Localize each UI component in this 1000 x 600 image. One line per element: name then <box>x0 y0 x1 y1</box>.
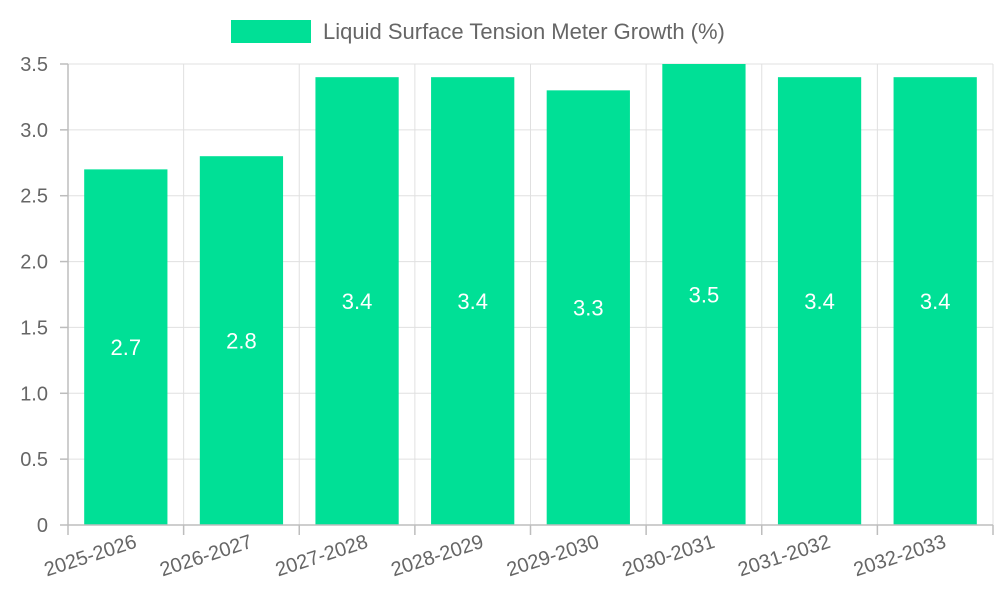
bar-value-label: 2.7 <box>111 335 142 360</box>
bar[interactable] <box>431 77 515 526</box>
y-tick-label: 2.0 <box>20 252 48 274</box>
y-tick-label: 1.0 <box>20 383 48 405</box>
bar-value-label: 3.3 <box>573 296 604 321</box>
x-tick-label: 2030-2031 <box>620 531 718 581</box>
x-tick-label: 2027-2028 <box>273 531 371 581</box>
x-tick-label: 2028-2029 <box>388 531 486 581</box>
bar-value-label: 3.4 <box>804 289 835 314</box>
y-tick-label: 1.5 <box>20 317 48 339</box>
bar-value-label: 2.8 <box>226 329 257 354</box>
bars <box>84 64 977 526</box>
x-axis-ticks: 2025-2026 2026-2027 2027-2028 2028-2029 2029… <box>42 525 994 581</box>
bar-value-label: 3.4 <box>342 289 373 314</box>
x-tick-label: 2032-2033 <box>851 531 949 581</box>
bar[interactable] <box>84 169 168 525</box>
bar[interactable] <box>315 77 399 526</box>
y-tick-label: 2.5 <box>20 186 48 208</box>
legend-label: Liquid Surface Tension Meter Growth (%) <box>323 19 725 44</box>
y-tick-label: 0 <box>37 515 48 537</box>
bar-value-label: 3.4 <box>920 289 951 314</box>
legend[interactable]: Liquid Surface Tension Meter Growth (%) <box>231 19 725 44</box>
bar-labels: 2.7 2.8 3.4 3.4 3.3 3.5 3.4 3.4 <box>111 283 951 361</box>
bar-value-label: 3.5 <box>689 283 720 308</box>
x-tick-label: 2026-2027 <box>157 531 255 581</box>
bar[interactable] <box>777 77 862 526</box>
y-tick-label: 0.5 <box>20 449 48 471</box>
x-tick-label: 2031-2032 <box>735 531 833 581</box>
bar-value-label: 3.4 <box>457 289 488 314</box>
y-tick-label: 3.5 <box>20 54 48 76</box>
bar[interactable] <box>546 90 630 525</box>
bar[interactable] <box>893 77 977 526</box>
bar[interactable] <box>662 64 746 525</box>
x-tick-label: 2025-2026 <box>42 531 140 581</box>
legend-swatch <box>231 20 311 43</box>
y-tick-label: 3.0 <box>20 120 48 142</box>
x-tick-label: 2029-2030 <box>504 531 602 581</box>
bar[interactable] <box>199 156 284 525</box>
y-axis-ticks: 0 0.5 1.0 1.5 2.0 2.5 3.0 3.5 <box>20 54 68 537</box>
